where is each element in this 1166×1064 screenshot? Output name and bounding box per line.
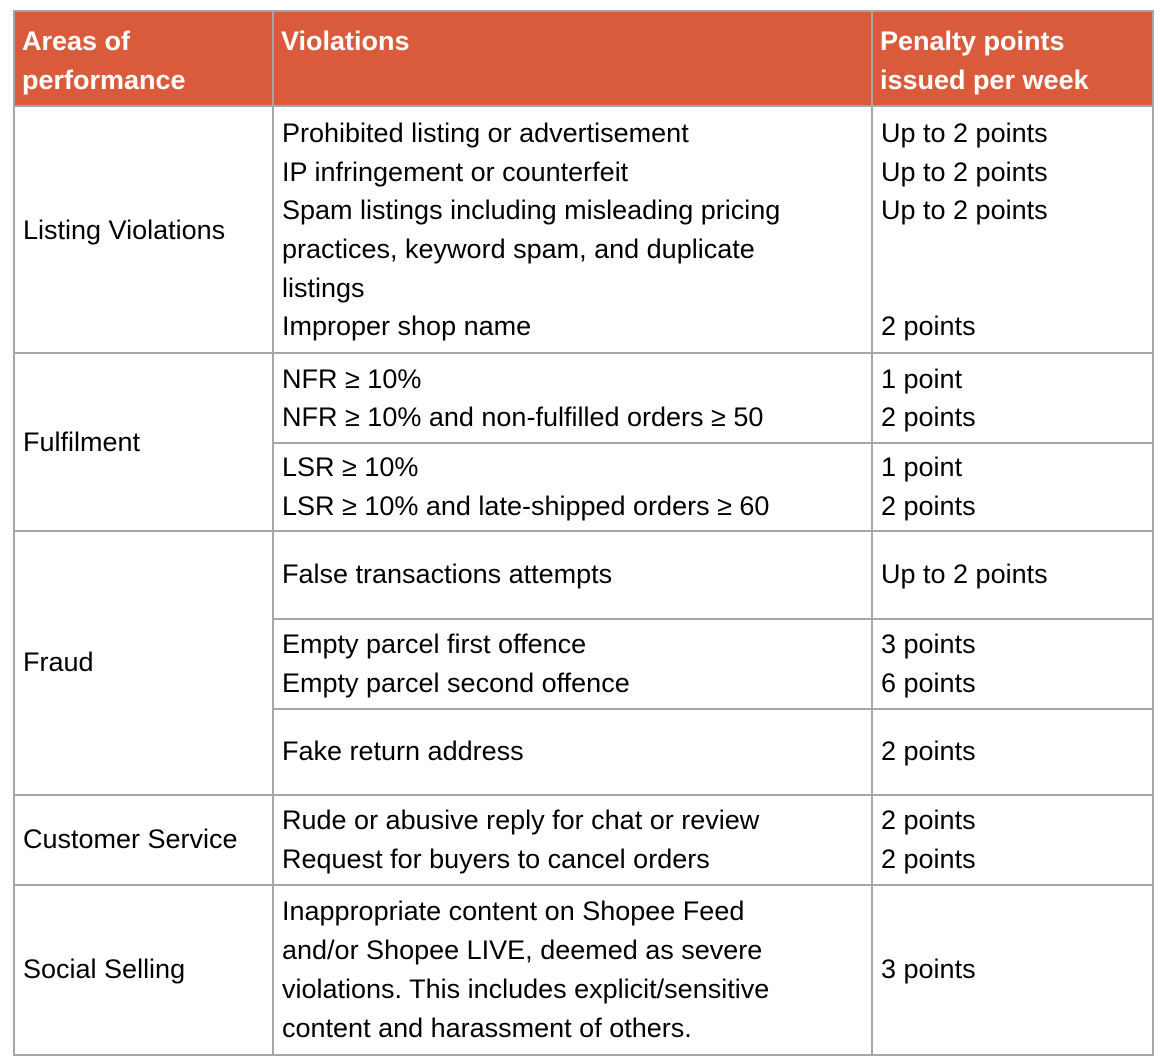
- area-cell-fraud: Fraud: [13, 529, 274, 796]
- violations-cell-social-selling: Inappropriate content on Shopee Feed and…: [272, 883, 873, 1056]
- penalty-cell-fraud-empty-parcel: 3 points 6 points: [871, 617, 1154, 710]
- violations-cell-fraud-fake-return-address: Fake return address: [272, 707, 873, 796]
- penalty-cell-fraud-fake-return-address: 2 points: [871, 707, 1154, 796]
- header-cell-areas-of-performance: Areas of performance: [13, 9, 274, 108]
- table-row: LSR ≥ 10% LSR ≥ 10% and late-shipped ord…: [14, 442, 1154, 532]
- violations-cell-listing: Prohibited listing or advertisement IP i…: [272, 105, 873, 355]
- violations-cell-fulfilment-nfr: NFR ≥ 10% NFR ≥ 10% and non-fulfilled or…: [272, 352, 873, 445]
- table-row: Customer Service Rude or abusive reply f…: [13, 793, 1154, 886]
- area-cell-customer-service: Customer Service: [13, 793, 274, 886]
- table-row: Fulfilment NFR ≥ 10% NFR ≥ 10% and non-f…: [13, 352, 1154, 532]
- penalty-cell-fraud-false-transactions: Up to 2 points: [871, 529, 1154, 620]
- penalty-points-table: Areas of performance Violations Penalty …: [13, 9, 1154, 1056]
- violations-cell-customer-service: Rude or abusive reply for chat or review…: [272, 793, 873, 886]
- area-cell-fulfilment: Fulfilment: [13, 352, 274, 532]
- penalty-cell-customer-service: 2 points 2 points: [871, 793, 1154, 886]
- penalty-cell-fulfilment-nfr: 1 point 2 points: [871, 352, 1154, 445]
- table-row: Fraud False transactions attempts Up to …: [13, 529, 1154, 796]
- penalty-table-container: Areas of performance Violations Penalty …: [13, 9, 1154, 1056]
- violations-cell-fulfilment-lsr: LSR ≥ 10% LSR ≥ 10% and late-shipped ord…: [272, 442, 873, 532]
- area-cell-listing-violations: Listing Violations: [13, 105, 274, 355]
- area-cell-social-selling: Social Selling: [13, 883, 274, 1056]
- violations-cell-fraud-false-transactions: False transactions attempts: [272, 529, 873, 620]
- table-row: Social Selling Inappropriate content on …: [13, 883, 1154, 1056]
- penalty-cell-fulfilment-lsr: 1 point 2 points: [871, 442, 1154, 532]
- table-row: Empty parcel first offence Empty parcel …: [14, 617, 1154, 710]
- table-row: Listing Violations Prohibited listing or…: [13, 105, 1154, 355]
- header-cell-penalty-points: Penalty points issued per week: [871, 9, 1154, 108]
- penalty-cell-listing: Up to 2 points Up to 2 points Up to 2 po…: [871, 105, 1154, 355]
- violations-cell-fraud-empty-parcel: Empty parcel first offence Empty parcel …: [272, 617, 873, 710]
- table-header-row: Areas of performance Violations Penalty …: [13, 9, 1154, 108]
- table-row: Fake return address 2 points: [14, 707, 1154, 796]
- penalty-cell-social-selling: 3 points: [871, 883, 1154, 1056]
- header-cell-violations: Violations: [272, 9, 873, 108]
